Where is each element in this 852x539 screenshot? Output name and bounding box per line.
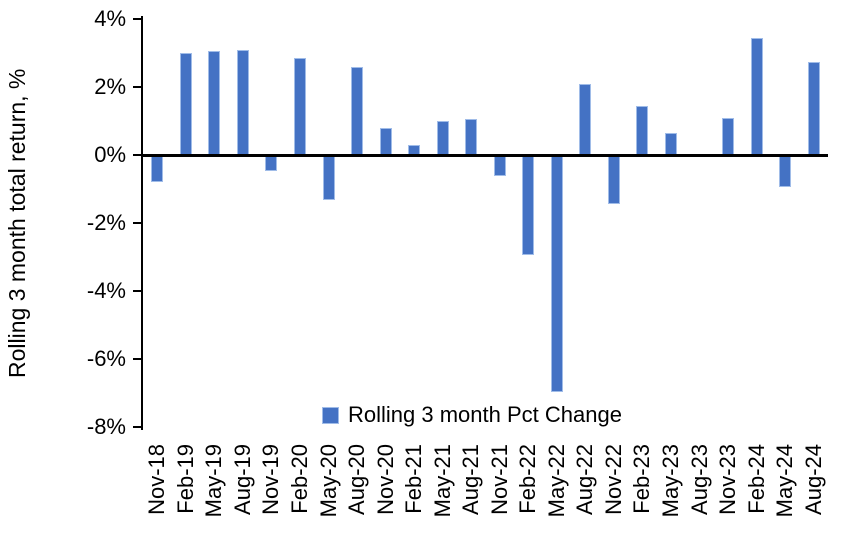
x-tick-label-aug-24: Aug-24 [800, 444, 826, 515]
bar-may-24 [779, 156, 792, 187]
x-tick-label-aug-21: Aug-21 [458, 444, 484, 515]
zero-baseline [143, 153, 828, 157]
bar-nov-21 [493, 156, 506, 177]
bar-feb-24 [750, 37, 763, 155]
y-tick-label: -2% [86, 210, 126, 235]
y-tick-mark [133, 289, 143, 293]
bar-feb-23 [636, 105, 649, 155]
x-tick-label-feb-21: Feb-21 [401, 444, 427, 514]
legend: Rolling 3 month Pct Change [322, 402, 622, 428]
y-tick-label: -8% [86, 414, 126, 439]
x-tick-label-may-19: May-19 [201, 444, 227, 518]
x-tick-label-nov-21: Nov-21 [486, 444, 512, 515]
x-tick-label-nov-20: Nov-20 [372, 444, 398, 515]
bar-aug-21 [465, 119, 478, 155]
x-tick-label-may-20: May-20 [315, 444, 341, 518]
x-tick-label-may-23: May-23 [658, 444, 684, 518]
y-tick-label: -6% [86, 346, 126, 371]
y-tick-mark [133, 153, 143, 157]
x-tick-label-aug-23: Aug-23 [686, 444, 712, 515]
x-tick-label-feb-20: Feb-20 [286, 444, 312, 514]
bar-nov-22 [607, 156, 620, 204]
x-tick-label-nov-18: Nov-18 [144, 444, 170, 515]
bar-feb-22 [522, 156, 535, 255]
x-tick-label-may-21: May-21 [429, 444, 455, 518]
y-axis-title: Rolling 3 month total return, % [4, 68, 30, 378]
x-tick-label-feb-22: Feb-22 [515, 444, 541, 514]
bar-feb-20 [293, 58, 306, 155]
y-tick-mark [133, 425, 143, 429]
x-tick-label-nov-19: Nov-19 [258, 444, 284, 515]
bar-may-22 [550, 156, 563, 393]
bar-aug-20 [351, 66, 364, 155]
bar-aug-22 [579, 83, 592, 155]
bar-nov-20 [379, 127, 392, 155]
legend-marker-square-icon [322, 406, 339, 424]
y-tick-mark [133, 357, 143, 361]
y-tick-mark [133, 17, 143, 21]
bar-may-19 [208, 51, 221, 155]
x-tick-label-nov-22: Nov-22 [600, 444, 626, 515]
x-tick-label-aug-22: Aug-22 [572, 444, 598, 515]
x-tick-label-feb-23: Feb-23 [629, 444, 655, 514]
bar-aug-19 [236, 49, 249, 155]
y-tick-label: 2% [94, 74, 126, 99]
y-tick-label: 0% [94, 142, 126, 167]
x-tick-label-may-24: May-24 [772, 444, 798, 518]
x-tick-label-aug-20: Aug-20 [344, 444, 370, 515]
y-tick-mark [133, 221, 143, 225]
bar-may-23 [665, 132, 678, 155]
x-tick-label-feb-19: Feb-19 [172, 444, 198, 514]
x-tick-label-may-22: May-22 [543, 444, 569, 518]
bar-may-20 [322, 156, 335, 201]
bar-feb-19 [179, 53, 192, 155]
bar-nov-18 [151, 156, 164, 182]
x-tick-label-nov-23: Nov-23 [715, 444, 741, 515]
bar-may-21 [436, 121, 449, 155]
y-tick-label: 4% [94, 6, 126, 31]
bar-nov-23 [722, 117, 735, 155]
y-tick-mark [133, 85, 143, 89]
x-tick-label-feb-24: Feb-24 [743, 444, 769, 514]
x-tick-label-aug-19: Aug-19 [229, 444, 255, 515]
legend-label: Rolling 3 month Pct Change [348, 402, 622, 427]
bar-nov-19 [265, 156, 278, 172]
bar-aug-24 [807, 61, 820, 155]
y-tick-label: -4% [86, 278, 126, 303]
